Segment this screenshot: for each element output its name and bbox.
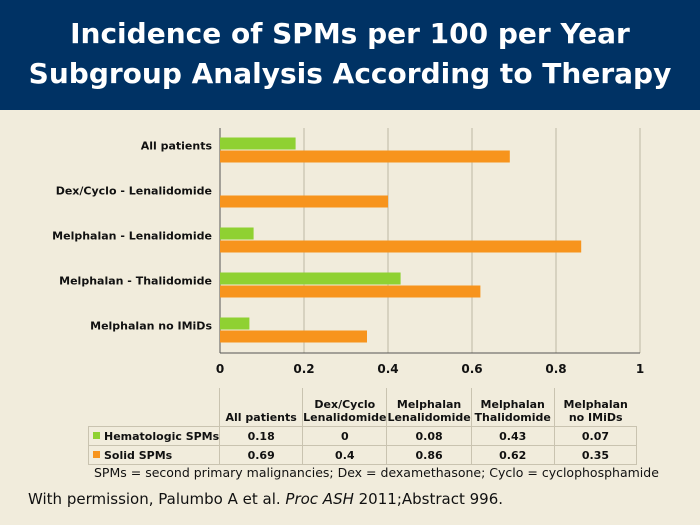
col-header-line: Melphalan — [563, 398, 628, 411]
col-header-line: Thalidomide — [474, 411, 551, 424]
bar-solid — [220, 150, 510, 163]
footnote: SPMs = second primary malignancies; Dex … — [94, 465, 659, 480]
bar-solid — [220, 330, 367, 343]
col-header-dex-cyclo-lenalidomide: Dex/Cyclo Lenalidomide — [302, 388, 387, 427]
table-header-row: All patients Dex/Cyclo Lenalidomide Melp… — [89, 388, 637, 427]
row-header-hematologic: Hematologic SPMs — [87, 426, 221, 446]
table-row-solid: Solid SPMs 0.69 0.4 0.86 0.62 0.35 — [87, 445, 638, 465]
citation-journal: Proc ASH — [285, 490, 354, 508]
citation-suffix: 2011;Abstract 996. — [353, 490, 504, 508]
table-header: All patients Dex/Cyclo Lenalidomide Melp… — [89, 388, 637, 427]
x-tick-label: 0.2 — [293, 362, 314, 376]
col-header-line: Lenalidomide — [387, 411, 471, 424]
table-cell: 0 — [302, 426, 388, 446]
category-label: Melphalan - Lenalidomide — [52, 230, 212, 243]
category-label: Melphalan - Thalidomide — [59, 275, 212, 288]
bar-hematologic — [220, 227, 254, 240]
col-header-line: Dex/Cyclo — [314, 398, 376, 411]
bar-hematologic — [220, 317, 250, 330]
table-row-hematologic: Hematologic SPMs 0.18 0 0.08 0.43 0.07 — [87, 426, 638, 446]
col-header-melphalan-lenalidomide: Melphalan Lenalidomide — [386, 388, 472, 427]
title-line-1: Incidence of SPMs per 100 per Year — [70, 17, 630, 50]
table-cell: 0.4 — [302, 445, 388, 465]
legend-swatch-solid — [93, 450, 100, 458]
bar-solid — [220, 285, 481, 298]
col-header-line: All patients — [225, 411, 297, 424]
table-cell: 0.62 — [470, 445, 555, 465]
table-cell: 0.08 — [386, 426, 472, 446]
table-corner — [89, 388, 220, 427]
header-bar: Incidence of SPMs per 100 per Year Subgr… — [0, 0, 700, 110]
col-header-line: Melphalan — [480, 398, 545, 411]
table-cell: 0.07 — [553, 426, 638, 446]
bar-chart: 0 0.2 0.4 0.6 0.8 1 All patients Dex/Cyclo - Le… — [52, 128, 644, 376]
x-tick-label: 0.4 — [377, 362, 398, 376]
col-header-melphalan-thalidomide: Melphalan Thalidomide — [470, 388, 555, 427]
bar-hematologic — [220, 272, 401, 285]
category-label: Melphalan no IMiDs — [90, 320, 212, 333]
x-tick-label: 0 — [216, 362, 224, 376]
row-header-solid: Solid SPMs — [87, 445, 221, 465]
col-header-melphalan-no-imids: Melphalan no IMiDs — [553, 388, 637, 427]
col-header-line: no IMiDs — [568, 411, 623, 424]
bar-solid — [220, 240, 582, 253]
col-header-all-patients: All patients — [219, 388, 303, 427]
row-label: Solid SPMs — [104, 448, 173, 462]
data-table: All patients Dex/Cyclo Lenalidomide Melp… — [87, 388, 638, 465]
x-tick-label: 0.6 — [461, 362, 482, 376]
table-cell: 0.18 — [219, 426, 304, 446]
x-tick-label: 1 — [636, 362, 644, 376]
col-header-line: Lenalidomide — [303, 411, 387, 424]
col-header-line: Melphalan — [396, 398, 462, 411]
bar-hematologic — [220, 137, 296, 150]
category-label: All patients — [141, 140, 213, 153]
x-tick-label: 0.8 — [545, 362, 566, 376]
citation-prefix: With permission, Palumbo A et al. — [28, 490, 286, 508]
row-label: Hematologic SPMs — [104, 429, 220, 443]
title-line-2: Subgroup Analysis According to Therapy — [28, 57, 672, 90]
bar-solid — [220, 195, 388, 208]
table-cell: 0.86 — [386, 445, 472, 465]
table-cell: 0.43 — [470, 426, 555, 446]
legend-swatch-hematologic — [93, 431, 100, 439]
category-label: Dex/Cyclo - Lenalidomide — [56, 185, 212, 198]
table-cell: 0.35 — [553, 445, 638, 465]
citation: With permission, Palumbo A et al. Proc A… — [28, 490, 503, 508]
table-cell: 0.69 — [219, 445, 304, 465]
